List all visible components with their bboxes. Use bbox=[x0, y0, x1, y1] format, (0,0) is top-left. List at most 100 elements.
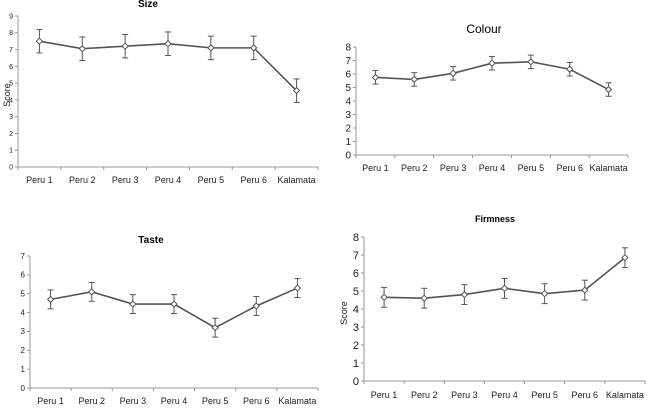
x-tick-label: Peru 4 bbox=[479, 163, 506, 173]
y-tick-label: 1 bbox=[9, 148, 13, 155]
y-tick-label: 5 bbox=[21, 290, 26, 299]
y-tick-label: 3 bbox=[9, 114, 13, 121]
chart-panel: Colour 0 1 2 3 4 5 6 7 8 Peru 1 Peru 2 Peru 3 Peru 4 P… bbox=[345, 22, 629, 173]
y-axis-label: Score bbox=[2, 83, 12, 107]
data-point[interactable] bbox=[371, 73, 380, 82]
y-tick-label: 6 bbox=[353, 268, 359, 280]
x-tick-label: Peru 3 bbox=[440, 163, 467, 173]
data-point[interactable] bbox=[170, 300, 178, 308]
data-point[interactable] bbox=[211, 323, 219, 332]
data-point[interactable] bbox=[252, 302, 260, 310]
data-point[interactable] bbox=[35, 37, 44, 45]
x-tick-label: Peru 6 bbox=[240, 175, 267, 185]
data-point[interactable] bbox=[46, 295, 55, 304]
x-tick-label: Kalamata bbox=[278, 175, 316, 185]
x-tick-label: Peru 2 bbox=[78, 396, 105, 406]
data-point[interactable] bbox=[88, 288, 96, 296]
data-point[interactable] bbox=[207, 44, 215, 52]
y-tick-label: 7 bbox=[9, 47, 13, 54]
data-point[interactable] bbox=[380, 293, 388, 302]
y-tick-label: 4 bbox=[353, 304, 359, 316]
chart-panel: Taste 0 1 2 3 4 5 6 7 Peru 1 Peru 2 Peru 3 Peru 4 Per… bbox=[21, 235, 319, 406]
data-point[interactable] bbox=[604, 85, 613, 94]
x-tick-label: Peru 3 bbox=[112, 175, 139, 185]
y-tick-label: 0 bbox=[21, 384, 26, 393]
data-point[interactable] bbox=[460, 290, 469, 299]
y-tick-label: 8 bbox=[353, 232, 359, 244]
x-tick-label: Peru 2 bbox=[411, 390, 438, 400]
y-tick-label: 2 bbox=[21, 346, 26, 355]
data-point[interactable] bbox=[164, 39, 172, 48]
data-point[interactable] bbox=[293, 284, 302, 292]
y-tick-label: 8 bbox=[345, 43, 351, 54]
y-tick-label: 9 bbox=[9, 13, 13, 20]
y-tick-label: 5 bbox=[9, 81, 13, 88]
x-tick-label: Peru 6 bbox=[556, 163, 583, 173]
data-point[interactable] bbox=[621, 253, 629, 262]
y-tick-label: 2 bbox=[9, 131, 13, 138]
y-tick-label: 6 bbox=[345, 70, 351, 81]
y-tick-label: 7 bbox=[353, 250, 359, 262]
data-point[interactable] bbox=[78, 45, 86, 53]
y-tick-label: 0 bbox=[9, 164, 13, 171]
x-tick-label: Peru 6 bbox=[572, 390, 599, 400]
data-point[interactable] bbox=[121, 42, 129, 50]
data-point[interactable] bbox=[250, 44, 258, 52]
x-tick-label: Peru 4 bbox=[491, 390, 518, 400]
x-tick-label: Peru 1 bbox=[362, 163, 389, 173]
data-point[interactable] bbox=[129, 300, 137, 308]
x-tick-label: Peru 2 bbox=[401, 163, 428, 173]
x-tick-label: Peru 5 bbox=[518, 163, 545, 173]
y-tick-label: 6 bbox=[9, 64, 13, 71]
x-tick-label: Kalamata bbox=[278, 396, 316, 406]
y-tick-label: 0 bbox=[353, 376, 359, 388]
x-tick-label: Peru 1 bbox=[37, 396, 64, 406]
chart-panel: Size Score 0 1 2 3 4 5 6 7 8 9 Peru 1 Peru 2 Peru 3 Per… bbox=[2, 0, 319, 185]
x-tick-label: Peru 1 bbox=[371, 390, 398, 400]
x-tick-label: Peru 4 bbox=[161, 396, 188, 406]
data-point[interactable] bbox=[581, 286, 589, 294]
data-point[interactable] bbox=[527, 58, 535, 66]
y-tick-label: 4 bbox=[21, 308, 26, 317]
x-tick-label: Peru 2 bbox=[69, 175, 96, 185]
x-tick-label: Kalamata bbox=[590, 163, 628, 173]
x-tick-label: Peru 5 bbox=[202, 396, 229, 406]
y-tick-label: 5 bbox=[345, 83, 351, 94]
y-tick-label: 8 bbox=[9, 30, 13, 37]
y-tick-label: 5 bbox=[353, 286, 359, 298]
chart-title: Taste bbox=[138, 235, 164, 246]
y-tick-label: 7 bbox=[21, 252, 26, 261]
data-point[interactable] bbox=[566, 65, 574, 73]
y-tick-label: 4 bbox=[345, 97, 351, 108]
y-tick-label: 1 bbox=[353, 358, 359, 370]
y-tick-label: 3 bbox=[345, 110, 351, 121]
y-tick-label: 2 bbox=[353, 340, 359, 352]
y-tick-label: 7 bbox=[345, 56, 351, 67]
chart-title: Firmness bbox=[475, 214, 515, 224]
data-point[interactable] bbox=[500, 284, 509, 293]
data-point[interactable] bbox=[410, 75, 418, 84]
data-point[interactable] bbox=[449, 69, 457, 78]
y-tick-label: 2 bbox=[345, 124, 351, 135]
chart-title: Size bbox=[138, 0, 158, 10]
x-tick-label: Peru 6 bbox=[243, 396, 270, 406]
y-tick-label: 3 bbox=[353, 322, 359, 334]
y-tick-label: 6 bbox=[21, 271, 26, 280]
y-tick-label: 4 bbox=[9, 97, 13, 104]
y-tick-label: 1 bbox=[345, 137, 351, 148]
x-tick-label: Peru 3 bbox=[120, 396, 147, 406]
chart-panel: Firmness Score 0 1 2 3 4 5 6 7 8 Peru 1 Peru 2 Peru 3… bbox=[339, 214, 646, 400]
x-tick-label: Peru 1 bbox=[26, 175, 53, 185]
y-tick-label: 3 bbox=[21, 327, 26, 336]
data-point[interactable] bbox=[292, 86, 301, 95]
x-tick-label: Kalamata bbox=[606, 390, 644, 400]
y-tick-label: 1 bbox=[21, 365, 26, 374]
x-tick-label: Peru 5 bbox=[531, 390, 558, 400]
data-point[interactable] bbox=[540, 289, 549, 298]
chart-title: Colour bbox=[466, 22, 501, 36]
data-point[interactable] bbox=[420, 294, 428, 302]
data-point[interactable] bbox=[488, 59, 496, 67]
x-tick-label: Peru 5 bbox=[198, 175, 225, 185]
x-tick-label: Peru 3 bbox=[451, 390, 478, 400]
